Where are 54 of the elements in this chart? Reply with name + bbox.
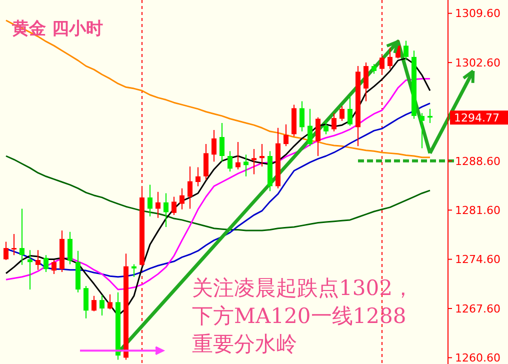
candlestick [44, 254, 48, 272]
candlestick [204, 144, 208, 180]
candlestick [36, 250, 40, 270]
line-series [5, 20, 431, 158]
y-tick-label: 1260.60 [455, 352, 500, 364]
candlestick [332, 112, 336, 132]
candlestick [308, 108, 312, 147]
candlestick [156, 191, 160, 218]
candlestick [420, 112, 424, 149]
annotation: 重要分水岭 [192, 332, 297, 356]
candlestick [220, 122, 224, 162]
candlestick [4, 241, 8, 260]
candlestick [188, 166, 192, 210]
candlestick [284, 124, 288, 147]
candlestick [388, 47, 392, 70]
candlestick [20, 208, 24, 266]
candlestick [316, 116, 320, 156]
annotation: 关注凌晨起跌点1302， [192, 276, 414, 300]
annotation: 下方MA120一线1288 [192, 304, 406, 328]
candlestick [212, 130, 216, 162]
candlestick [252, 148, 256, 175]
candlestick [340, 106, 344, 122]
candlestick [100, 294, 104, 316]
candlestick [148, 184, 152, 217]
candlestick [68, 231, 72, 265]
candlestick [244, 154, 248, 177]
candlestick [92, 295, 96, 312]
y-tick-label: 1309.60 [455, 7, 500, 20]
candlestick [260, 144, 264, 168]
candlestick [324, 120, 328, 135]
candlestick [428, 108, 432, 124]
candlestick [348, 96, 352, 126]
y-tick-label: 1281.60 [455, 204, 500, 217]
candlestick [372, 63, 376, 74]
candlestick [404, 40, 408, 61]
candlestick [84, 286, 88, 319]
candlestick [108, 294, 112, 310]
candlestick [172, 196, 176, 216]
candlestick [132, 264, 136, 278]
candlestick [196, 166, 200, 187]
candlestick [180, 188, 184, 210]
y-tick-label: 1302.60 [455, 56, 500, 70]
candlestick [364, 62, 368, 102]
candlestick [52, 260, 56, 275]
line-series [5, 155, 431, 232]
y-tick-label: 1267.60 [455, 302, 500, 316]
y-tick-label: 1274.60 [455, 253, 500, 266]
y-tick-label: 1288.60 [455, 154, 500, 168]
text: 1294.77 [454, 111, 500, 124]
candlestick [164, 192, 168, 228]
candlestick [12, 234, 16, 256]
candlestick [236, 141, 240, 170]
candlestick [228, 150, 232, 172]
candlestick [300, 100, 304, 132]
